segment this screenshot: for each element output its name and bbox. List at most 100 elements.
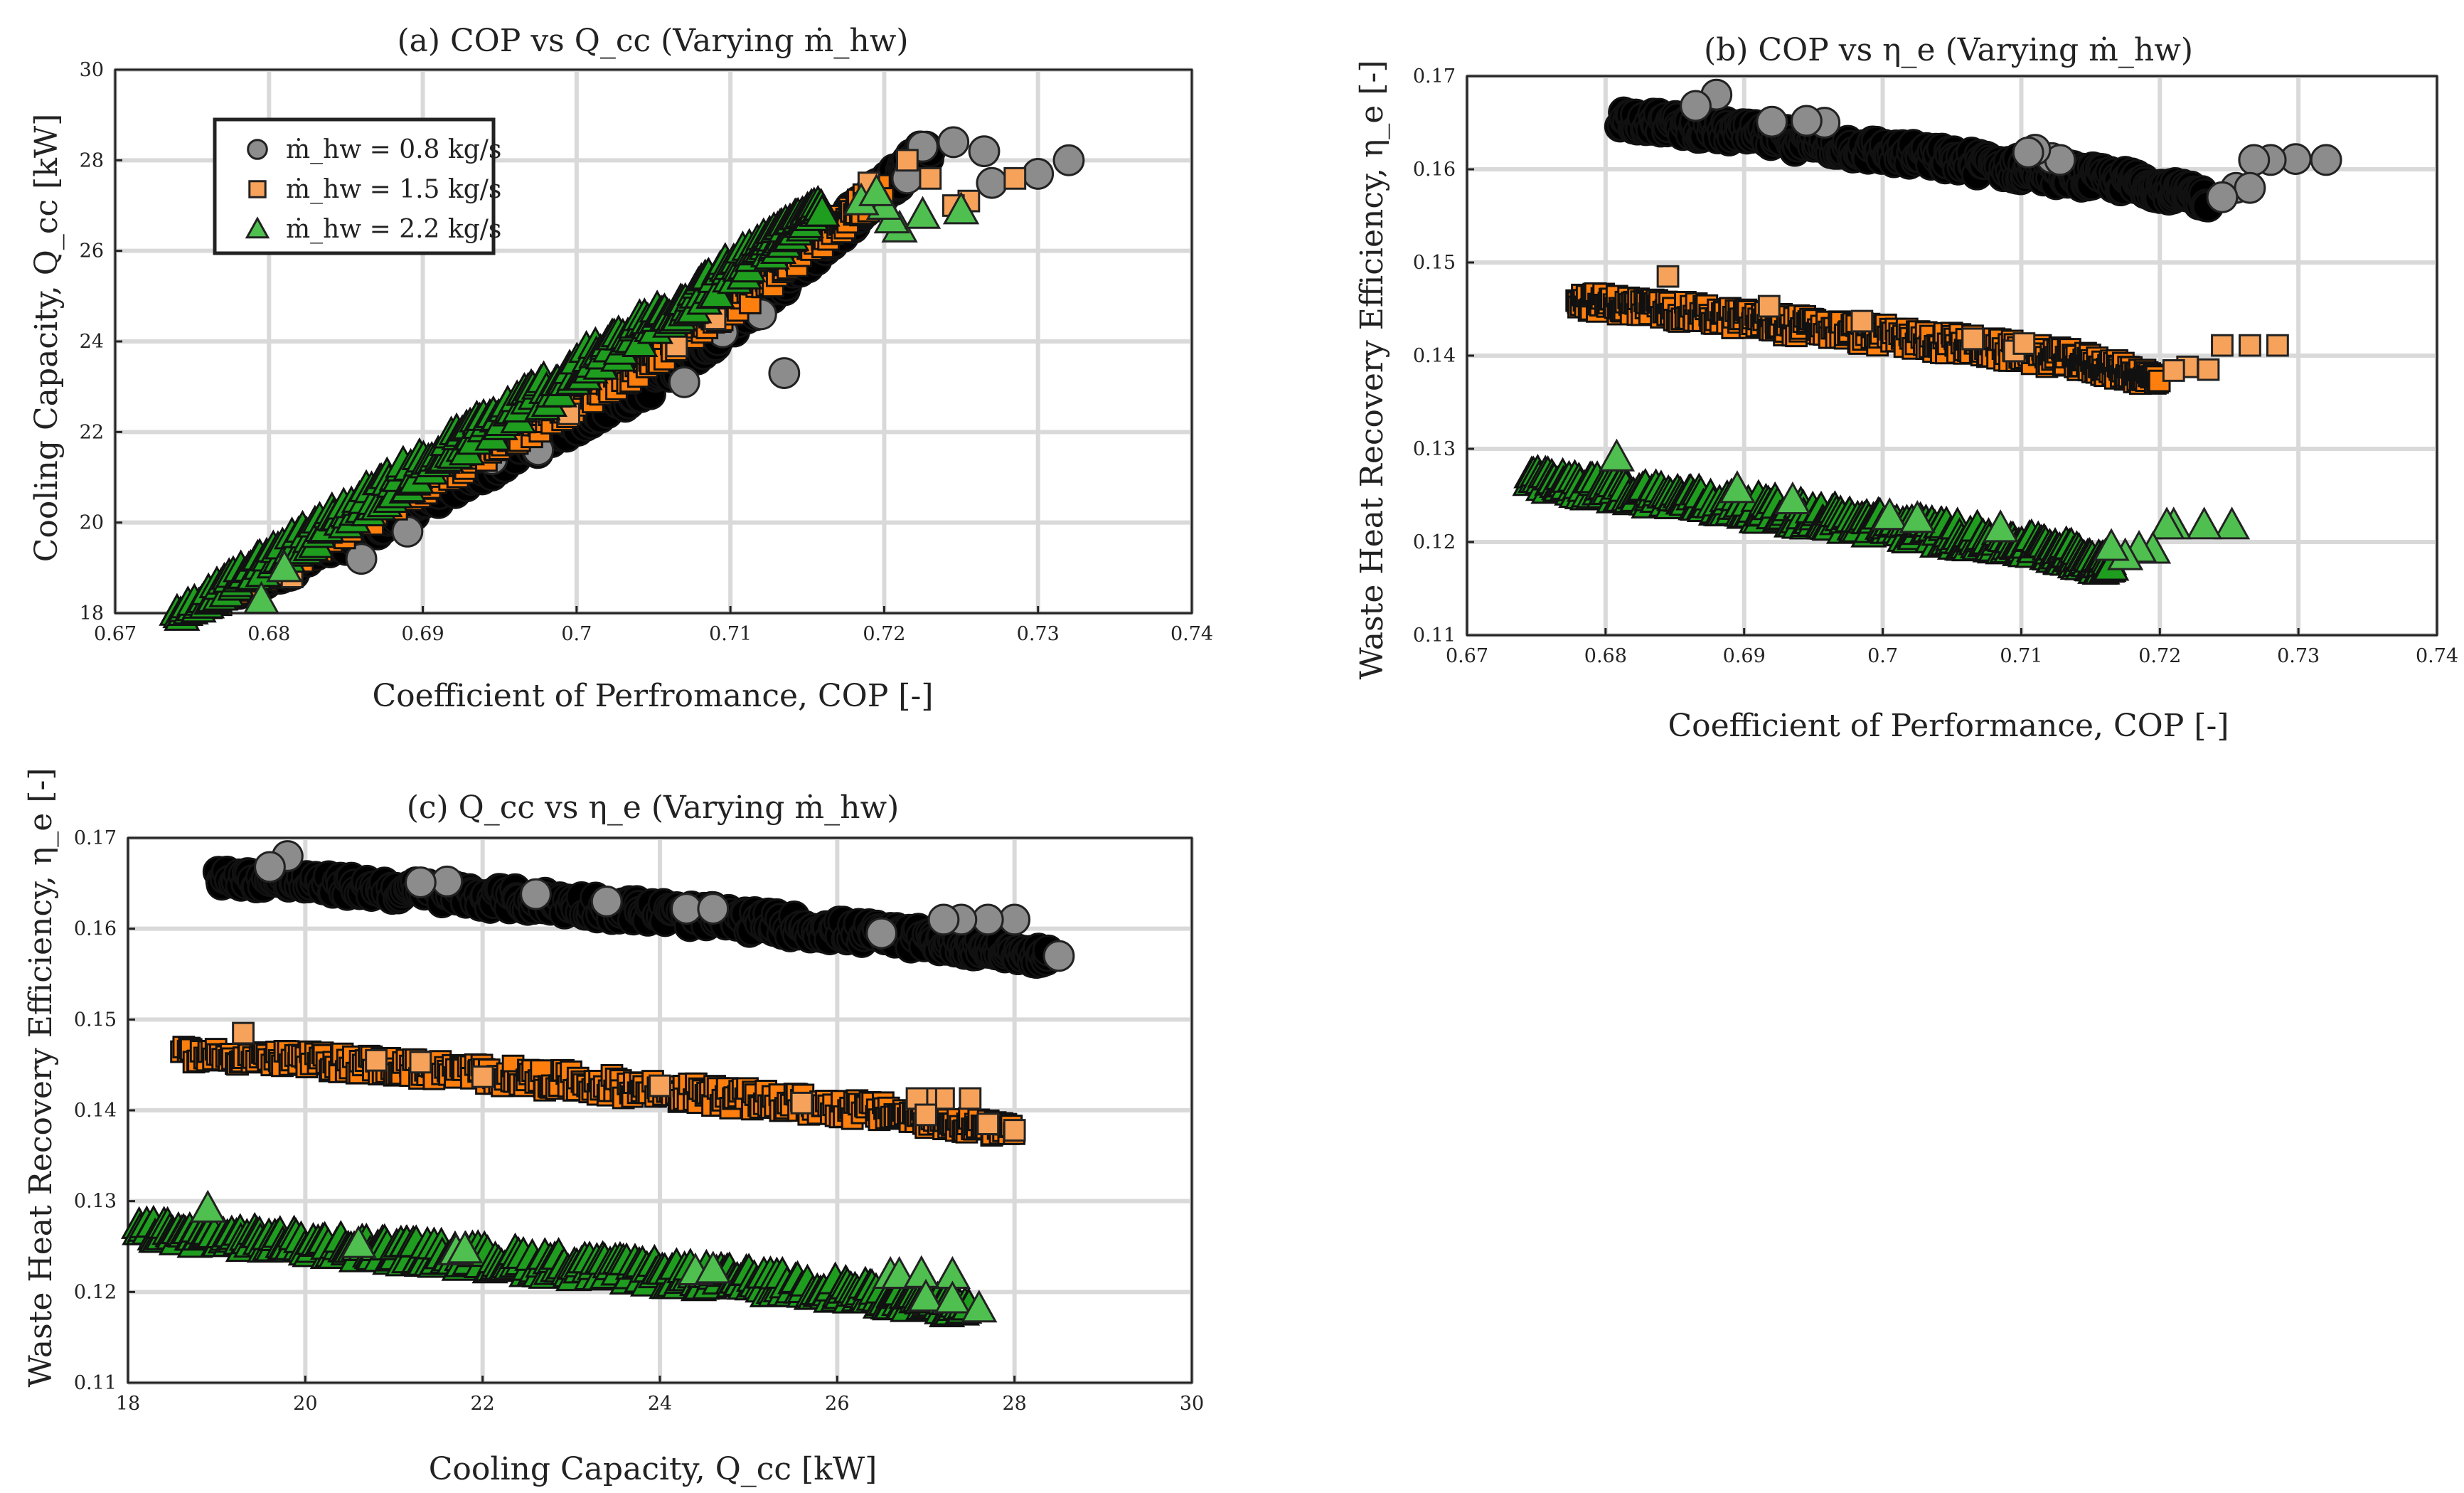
data-point bbox=[1961, 327, 1985, 351]
y-tick-label: 0.12 bbox=[74, 1281, 117, 1303]
x-tick-label: 18 bbox=[116, 1393, 140, 1415]
data-point bbox=[189, 1189, 226, 1223]
data-point bbox=[340, 1225, 377, 1258]
panel-b-cop-vs-eta: (b) COP vs η_e (Varying ṁ_hw) Coefficien… bbox=[1354, 32, 2458, 744]
series-1.5-markers bbox=[1565, 265, 2289, 395]
data-point bbox=[1598, 438, 1636, 472]
data-point bbox=[266, 549, 303, 583]
data-point bbox=[649, 1074, 671, 1098]
data-point bbox=[1042, 940, 1075, 972]
panel-a-ylabel: Cooling Capacity, Q_cc [kW] bbox=[28, 114, 65, 563]
legend: ṁ_hw = 0.8 kg/s ṁ_hw = 1.5 kg/s ṁ_hw = 2.2… bbox=[213, 117, 501, 255]
x-tick-label: 0.71 bbox=[709, 623, 752, 645]
data-point bbox=[365, 1048, 388, 1072]
series-2.2-markers bbox=[120, 1189, 998, 1327]
data-point bbox=[1791, 105, 1823, 137]
x-tick-label: 0.73 bbox=[2277, 645, 2320, 667]
data-point bbox=[2213, 506, 2251, 540]
data-point bbox=[971, 903, 1004, 936]
data-point bbox=[2162, 359, 2185, 382]
x-tick-label: 0.68 bbox=[1584, 645, 1627, 667]
x-tick-label: 0.69 bbox=[1723, 645, 1766, 667]
data-point bbox=[2238, 144, 2271, 176]
x-tick-label: 0.71 bbox=[2000, 645, 2042, 667]
series-0.8-markers bbox=[202, 840, 1075, 979]
legend-entry: ṁ_hw = 0.8 kg/s bbox=[286, 135, 501, 164]
data-point bbox=[895, 149, 919, 172]
x-tick-label: 0.7 bbox=[1867, 645, 1898, 667]
data-point bbox=[1656, 265, 1680, 288]
data-point bbox=[2093, 528, 2130, 561]
data-point bbox=[2310, 144, 2342, 176]
data-point bbox=[976, 1112, 1000, 1136]
data-point bbox=[590, 885, 623, 918]
data-point bbox=[2234, 171, 2266, 204]
data-point bbox=[1756, 105, 1788, 138]
y-tick-label: 0.11 bbox=[1413, 625, 1456, 647]
data-point bbox=[471, 1065, 494, 1088]
data-point bbox=[2239, 334, 2261, 357]
panel-a-xlabel: Coefficient of Perfromance, COP [-] bbox=[372, 678, 933, 714]
data-point bbox=[1003, 166, 1027, 190]
panel-c-title: (c) Q_cc vs η_e (Varying ṁ_hw) bbox=[407, 790, 900, 826]
x-tick-label: 0.68 bbox=[247, 623, 290, 645]
data-point bbox=[961, 1290, 998, 1323]
data-point bbox=[919, 166, 942, 190]
data-point bbox=[1899, 500, 1936, 533]
data-point bbox=[1052, 144, 1085, 176]
data-point bbox=[671, 893, 703, 925]
data-point bbox=[858, 173, 895, 206]
x-tick-label: 0.74 bbox=[1170, 623, 1213, 645]
data-point bbox=[391, 516, 424, 548]
data-point bbox=[942, 191, 980, 225]
legend-marker bbox=[247, 139, 268, 160]
data-point bbox=[937, 126, 970, 159]
x-tick-label: 22 bbox=[470, 1393, 494, 1415]
data-point bbox=[2185, 506, 2223, 540]
y-tick-label: 0.17 bbox=[74, 827, 117, 849]
y-tick-label: 0.15 bbox=[1413, 252, 1456, 274]
data-point bbox=[1022, 158, 1055, 190]
y-tick-label: 0.12 bbox=[1413, 531, 1456, 553]
data-point bbox=[959, 1087, 982, 1110]
legend-marker bbox=[248, 180, 267, 198]
y-tick-label: 0.15 bbox=[74, 1009, 117, 1031]
y-tick-label: 0.16 bbox=[74, 918, 117, 940]
panel-b-title: (b) COP vs η_e (Varying ṁ_hw) bbox=[1704, 32, 2193, 68]
y-tick-label: 20 bbox=[80, 512, 104, 534]
panel-a-title: (a) COP vs Q_cc (Varying ṁ_hw) bbox=[397, 23, 908, 59]
y-tick-label: 18 bbox=[80, 602, 104, 625]
y-tick-label: 0.14 bbox=[74, 1100, 117, 1122]
data-point bbox=[1774, 481, 1811, 515]
x-tick-label: 24 bbox=[648, 1393, 672, 1415]
data-point bbox=[865, 917, 898, 950]
data-point bbox=[907, 1278, 944, 1312]
data-point bbox=[254, 851, 286, 883]
y-tick-label: 0.11 bbox=[74, 1372, 117, 1394]
data-point bbox=[1757, 294, 1781, 318]
markers-b bbox=[1512, 78, 2342, 585]
data-point bbox=[976, 166, 1008, 199]
panel-c-qcc-vs-eta: (c) Q_cc vs η_e (Varying ṁ_hw) Cooling C… bbox=[23, 767, 1204, 1487]
data-point bbox=[405, 866, 437, 898]
markers-a bbox=[159, 126, 1085, 631]
data-point bbox=[804, 193, 841, 227]
x-tick-label: 0.69 bbox=[402, 623, 444, 645]
series-2.2-markers bbox=[1512, 438, 2251, 585]
data-point bbox=[695, 1250, 732, 1284]
data-point bbox=[2211, 334, 2234, 357]
y-tick-label: 0.14 bbox=[1413, 345, 1456, 367]
data-point bbox=[904, 196, 942, 229]
x-tick-label: 0.7 bbox=[561, 623, 592, 645]
legend-entry: ṁ_hw = 2.2 kg/s bbox=[286, 215, 501, 244]
panel-a-cop-vs-qcc: (a) COP vs Q_cc (Varying ṁ_hw) Coefficie… bbox=[28, 23, 1213, 714]
data-point bbox=[768, 357, 801, 389]
plot-area-c: 18 20 22 24 26 28 30 0.11 0.12 0.13 0.14 0.15 0.16 0.… bbox=[74, 827, 1204, 1415]
x-tick-label: 0.73 bbox=[1017, 623, 1060, 645]
x-tick-label: 0.74 bbox=[2416, 645, 2458, 667]
x-tick-label: 28 bbox=[1002, 1393, 1026, 1415]
y-tick-label: 30 bbox=[80, 59, 104, 81]
x-tick-label: 20 bbox=[293, 1393, 317, 1415]
data-point bbox=[520, 878, 552, 910]
